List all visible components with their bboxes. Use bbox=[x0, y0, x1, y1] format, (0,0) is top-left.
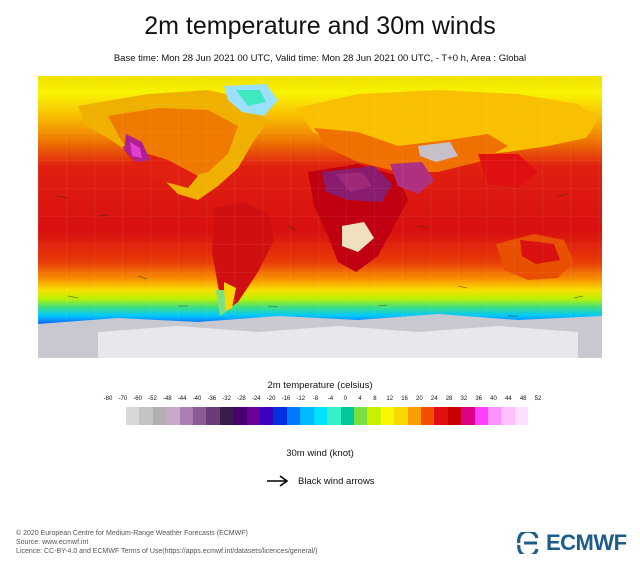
colorbar-swatch bbox=[434, 407, 448, 425]
colorbar-tick-label: -44 bbox=[177, 396, 187, 402]
map-title: 2m temperature and 30m winds bbox=[144, 12, 496, 40]
colorbar-tick-label: -24 bbox=[251, 396, 261, 402]
colorbar-swatch bbox=[420, 407, 435, 425]
colorbar-swatch bbox=[206, 407, 220, 425]
world-temperature-svg bbox=[38, 76, 602, 358]
colorbar-tick-label: 44 bbox=[505, 396, 512, 402]
colorbar-tick-label: 12 bbox=[386, 396, 394, 402]
colorbar-tick-label: -48 bbox=[162, 396, 172, 402]
map-subtitle: Base time: Mon 28 Jun 2021 00 UTC, Valid… bbox=[113, 53, 527, 64]
wind-legend-label: Black wind arrows bbox=[298, 475, 375, 487]
colorbar-tick-label: -4 bbox=[327, 396, 334, 402]
temperature-map bbox=[38, 76, 602, 358]
colorbar-swatch bbox=[179, 407, 194, 425]
colorbar-tick-label: -60 bbox=[133, 396, 142, 402]
colorbar-tick-label: 24 bbox=[430, 396, 438, 402]
colorbar-tick-label: 8 bbox=[373, 396, 377, 402]
wind-legend-title: 30m wind (knot) bbox=[286, 448, 354, 459]
colorbar-swatch bbox=[286, 407, 301, 425]
ecmwf-logo-text: ECMWF bbox=[546, 530, 627, 555]
colorbar-swatch bbox=[126, 407, 140, 425]
temperature-legend-ticks: -80 -70 -60 -52 -48 -44 -40 -36 -32 -28 -24 -20 -16-… bbox=[104, 396, 542, 406]
ecmwf-logo-icon bbox=[517, 532, 539, 554]
colorbar-swatch bbox=[447, 407, 462, 425]
colorbar-swatch bbox=[246, 407, 261, 425]
colorbar-swatch bbox=[461, 407, 475, 425]
colorbar-tick-label: 40 bbox=[490, 396, 497, 402]
colorbar-tick-label: -70 bbox=[118, 396, 128, 402]
colorbar-tick-label: -16 bbox=[281, 396, 291, 402]
colorbar-swatch bbox=[166, 407, 180, 425]
colorbar-tick-label: -40 bbox=[192, 396, 202, 402]
colorbar-swatch bbox=[273, 407, 287, 425]
colorbar-swatch bbox=[300, 407, 314, 425]
colorbar-tick-label: -12 bbox=[296, 396, 306, 402]
licence-text: Licence: CC-BY-4.0 and ECMWF Terms of Us… bbox=[16, 548, 318, 555]
colorbar-swatch bbox=[193, 407, 207, 425]
colorbar-tick-label: 4 bbox=[358, 396, 362, 402]
colorbar-tick-label: 0 bbox=[343, 396, 347, 402]
source-text: Source: www.ecmwf.int bbox=[16, 539, 89, 546]
colorbar-swatch bbox=[260, 407, 274, 425]
colorbar-tick-label: -28 bbox=[237, 396, 246, 402]
colorbar-swatch bbox=[407, 407, 421, 425]
colorbar-tick-label: 28 bbox=[445, 396, 453, 402]
colorbar-tick-label: 32 bbox=[460, 396, 468, 402]
colorbar-swatch bbox=[327, 407, 341, 425]
colorbar-tick-label: 36 bbox=[475, 396, 483, 402]
colorbar-swatch bbox=[152, 407, 167, 425]
copyright-text: © 2020 European Centre for Medium-Range … bbox=[16, 530, 248, 537]
arrow-right-icon bbox=[267, 475, 289, 487]
colorbar-tick-label: -52 bbox=[148, 396, 157, 402]
colorbar-swatch bbox=[367, 407, 381, 425]
colorbar-swatch bbox=[487, 407, 502, 425]
temperature-colorbar bbox=[126, 407, 529, 425]
colorbar-tick-label: -8 bbox=[312, 396, 319, 402]
colorbar-swatch bbox=[474, 407, 488, 425]
colorbar-swatch bbox=[353, 407, 368, 425]
footer: © 2020 European Centre for Medium-Range … bbox=[16, 529, 318, 556]
colorbar-swatch bbox=[233, 407, 247, 425]
colorbar-swatch bbox=[313, 407, 328, 425]
colorbar-tick-label: 20 bbox=[416, 396, 423, 402]
colorbar-tick-label: -32 bbox=[222, 396, 231, 402]
colorbar-tick-label: -36 bbox=[207, 396, 217, 402]
colorbar-swatch bbox=[380, 407, 395, 425]
colorbar-tick-label: -20 bbox=[266, 396, 276, 402]
colorbar-swatch bbox=[219, 407, 234, 425]
temperature-legend-title: 2m temperature (celsius) bbox=[267, 380, 373, 391]
colorbar-swatch bbox=[501, 407, 515, 425]
colorbar-tick-label: 52 bbox=[534, 396, 542, 402]
colorbar-swatch bbox=[139, 407, 153, 425]
ecmwf-logo: ECMWF bbox=[516, 530, 627, 556]
colorbar-tick-label: 48 bbox=[519, 396, 527, 402]
colorbar-swatch bbox=[340, 407, 354, 425]
colorbar-swatch bbox=[514, 407, 529, 425]
wind-legend: Black wind arrows bbox=[266, 474, 375, 488]
colorbar-tick-label: -80 bbox=[103, 396, 113, 402]
colorbar-tick-label: 16 bbox=[401, 396, 408, 402]
colorbar-swatch bbox=[394, 407, 408, 425]
